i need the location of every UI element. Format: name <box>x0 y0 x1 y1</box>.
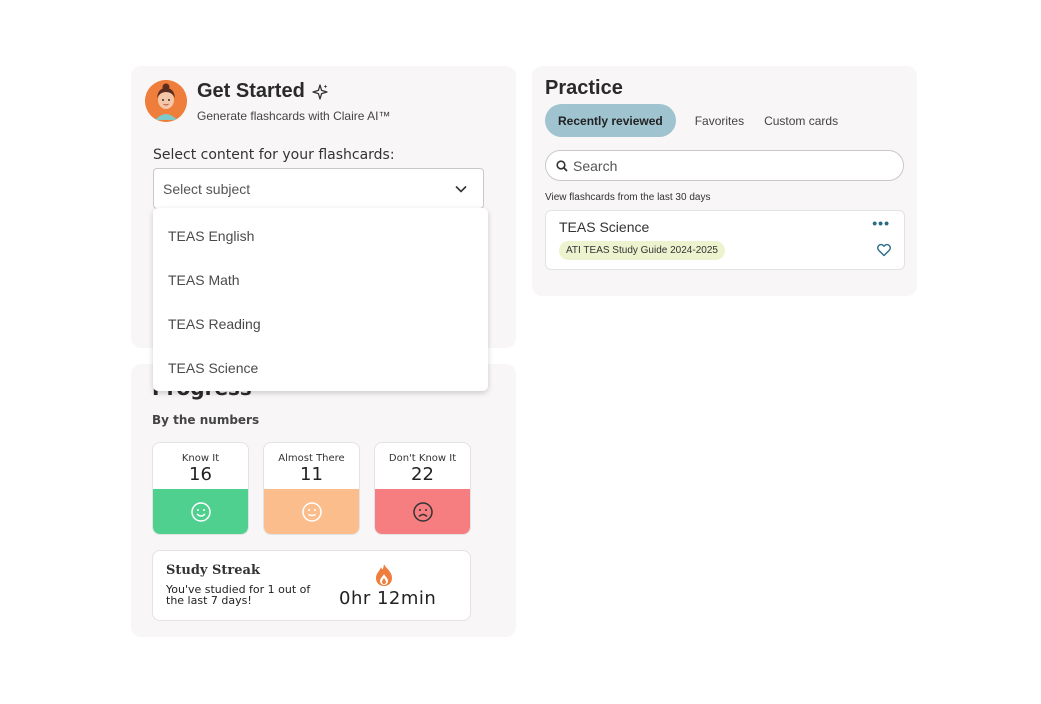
option-teas-reading[interactable]: TEAS Reading <box>168 316 261 332</box>
tab-custom-cards[interactable]: Custom cards <box>764 113 839 128</box>
stat-bar <box>264 489 359 534</box>
practice-title: Practice <box>545 77 623 99</box>
progress-panel: Progress By the numbers Know It 16 Almos… <box>131 364 516 637</box>
subject-select[interactable]: Select subject <box>153 168 484 209</box>
flashcard-set-card[interactable]: TEAS Science ATI TEAS Study Guide 2024-2… <box>545 210 905 270</box>
stat-value: 16 <box>189 464 212 485</box>
stat-value: 22 <box>411 464 434 485</box>
more-options-button[interactable]: ••• <box>872 215 890 231</box>
tab-favorites[interactable]: Favorites <box>694 113 745 128</box>
get-started-title: Get Started <box>197 80 329 103</box>
option-teas-english[interactable]: TEAS English <box>168 228 255 244</box>
study-time: 0hr 12min <box>339 588 437 609</box>
stat-almost-there[interactable]: Almost There 11 <box>263 442 360 535</box>
sparkle-icon <box>312 83 328 100</box>
claire-avatar <box>145 80 187 122</box>
study-streak-card: Study Streak You've studied for 1 out of… <box>152 550 471 621</box>
practice-panel: Practice Recently reviewed Favorites Cus… <box>532 66 917 296</box>
practice-tabs: Recently reviewed Favorites Custom cards <box>545 104 848 137</box>
subject-dropdown-menu: TEAS English TEAS Math TEAS Reading TEAS… <box>153 208 488 391</box>
smile-icon <box>190 501 211 522</box>
slight-smile-icon <box>301 501 322 522</box>
search-icon <box>556 159 568 172</box>
flame-icon <box>376 564 392 586</box>
stat-bar <box>153 489 248 534</box>
option-teas-science[interactable]: TEAS Science <box>168 360 259 376</box>
stat-label: Don't Know It <box>388 453 457 464</box>
search-box <box>545 150 904 181</box>
study-streak-text: You've studied for 1 out of the last 7 d… <box>166 583 311 607</box>
stat-label: Almost There <box>278 453 345 464</box>
stat-know-it[interactable]: Know It 16 <box>152 442 249 535</box>
heart-icon[interactable] <box>877 243 891 257</box>
study-streak-title: Study Streak <box>166 563 260 578</box>
tab-recently-reviewed[interactable]: Recently reviewed <box>545 104 676 137</box>
practice-note: View flashcards from the last 30 days <box>545 192 711 203</box>
get-started-title-text: Get Started <box>197 80 305 102</box>
stat-value: 11 <box>300 464 323 485</box>
stat-dont-know-it[interactable]: Don't Know It 22 <box>374 442 471 535</box>
chevron-down-icon <box>455 185 467 193</box>
stat-bar <box>375 489 470 534</box>
flashcard-set-tag: ATI TEAS Study Guide 2024-2025 <box>559 241 725 260</box>
stat-label: Know It <box>181 453 220 464</box>
search-input[interactable] <box>573 157 873 174</box>
select-content-label: Select content for your flashcards: <box>153 147 395 163</box>
option-teas-math[interactable]: TEAS Math <box>168 272 240 288</box>
get-started-subtitle: Generate flashcards with Claire AI™ <box>197 109 391 123</box>
progress-subtitle: By the numbers <box>152 413 260 427</box>
flashcard-set-title: TEAS Science <box>559 219 650 235</box>
subject-select-placeholder: Select subject <box>163 180 251 197</box>
frown-icon <box>412 501 433 522</box>
